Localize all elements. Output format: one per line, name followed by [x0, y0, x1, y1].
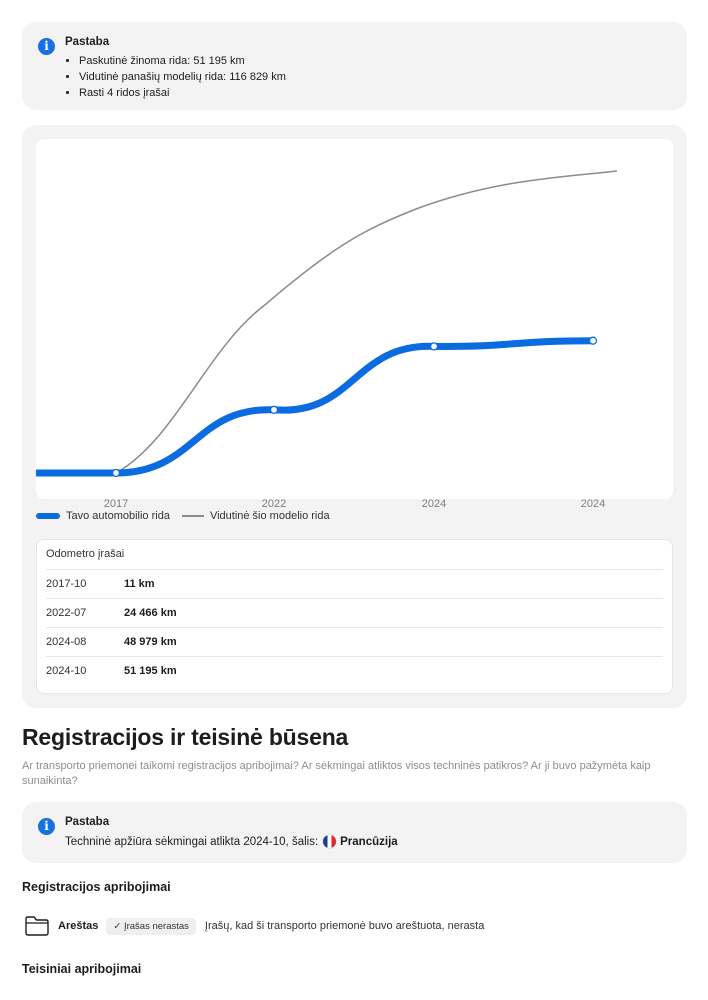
mileage-chart-card: 2017 2022 2024 2024 Tavo automobilio rid…: [22, 125, 687, 708]
odometer-date: 2017-10: [46, 578, 87, 590]
mileage-chart: 2017 2022 2024 2024: [36, 139, 673, 510]
inspection-country: Prancūzija: [340, 835, 398, 848]
own-mileage-series: [36, 336, 598, 478]
legal-restrictions-heading: Teisiniai apribojimai: [22, 962, 142, 976]
inspection-note: i Pastaba Techninė apžiūra sėkmingai atl…: [22, 802, 687, 863]
note-item-average-mileage: Vidutinė panašių modelių rida: 116 829 k…: [79, 69, 286, 85]
x-tick-0: 2017: [103, 498, 129, 510]
inspection-note-text: Techninė apžiūra sėkmingai atlikta 2024-…: [65, 835, 398, 848]
own-mileage-point-1[interactable]: [269, 405, 279, 414]
france-flag-icon: [323, 835, 337, 848]
info-icon: i: [38, 818, 55, 835]
odometer-row: 2024-08 48 979 km: [46, 627, 663, 657]
inspection-text: Techninė apžiūra sėkmingai atlikta 2024-…: [65, 835, 319, 848]
registration-subtitle: Ar transporto priemonei taikomi registra…: [22, 760, 651, 787]
registration-restrictions-heading: Registracijos apribojimai: [22, 880, 171, 894]
odometer-row: 2022-07 24 466 km: [46, 598, 663, 628]
note-item-last-mileage: Paskutinė žinoma rida: 51 195 km: [79, 53, 286, 69]
legend-average-swatch: [181, 515, 204, 517]
average-mileage-line: [115, 170, 618, 474]
chart-legend: Tavo automobilio rida Vidutinė šio model…: [36, 510, 330, 522]
x-tick-2: 2024: [421, 498, 447, 510]
odometer-row: 2024-10 51 195 km: [46, 656, 663, 686]
mileage-note: i Pastaba Paskutinė žinoma rida: 51 195 …: [22, 22, 687, 110]
mileage-chart-svg: [36, 170, 618, 478]
odometer-value: 24 466 km: [124, 607, 177, 619]
legend-own-swatch: [36, 513, 60, 519]
arrest-label: Areštas: [58, 920, 99, 932]
odometer-value: 51 195 km: [124, 665, 177, 677]
legend-average-label: Vidutinė šio modelio rida: [209, 510, 330, 522]
odometer-date: 2024-10: [46, 665, 87, 677]
own-mileage-point-0[interactable]: [111, 468, 121, 478]
note-list: Paskutinė žinoma rida: 51 195 km Vidutin…: [65, 53, 286, 101]
note-title: Pastaba: [65, 816, 110, 828]
info-icon: i: [38, 38, 55, 55]
odometer-date: 2022-07: [46, 607, 87, 619]
record-not-found-badge: ✓ Įrašas nerastas: [106, 917, 196, 935]
folder-icon: [25, 916, 49, 936]
odometer-records: Odometro įrašai 2017-10 11 km 2022-07 24…: [36, 539, 673, 694]
arrest-row: Areštas ✓ Įrašas nerastas Įrašų, kad ši …: [24, 915, 484, 937]
x-tick-1: 2022: [261, 498, 287, 510]
note-title: Pastaba: [65, 36, 110, 48]
own-mileage-point-2[interactable]: [429, 342, 439, 351]
odometer-date: 2024-08: [46, 636, 87, 648]
own-mileage-line: [36, 337, 597, 477]
arrest-description: Įrašų, kad ši transporto priemonė buvo a…: [204, 920, 485, 932]
own-mileage-point-3[interactable]: [588, 336, 598, 345]
note-item-records-count: Rasti 4 ridos įrašai: [79, 85, 286, 101]
odometer-value: 48 979 km: [124, 636, 177, 648]
odometer-title: Odometro įrašai: [46, 548, 125, 560]
x-tick-3: 2024: [580, 498, 606, 510]
odometer-row: 2017-10 11 km: [46, 569, 663, 599]
registration-heading: Registracijos ir teisinė būsena: [22, 724, 349, 750]
legend-own-label: Tavo automobilio rida: [66, 510, 170, 522]
odometer-value: 11 km: [124, 578, 155, 590]
